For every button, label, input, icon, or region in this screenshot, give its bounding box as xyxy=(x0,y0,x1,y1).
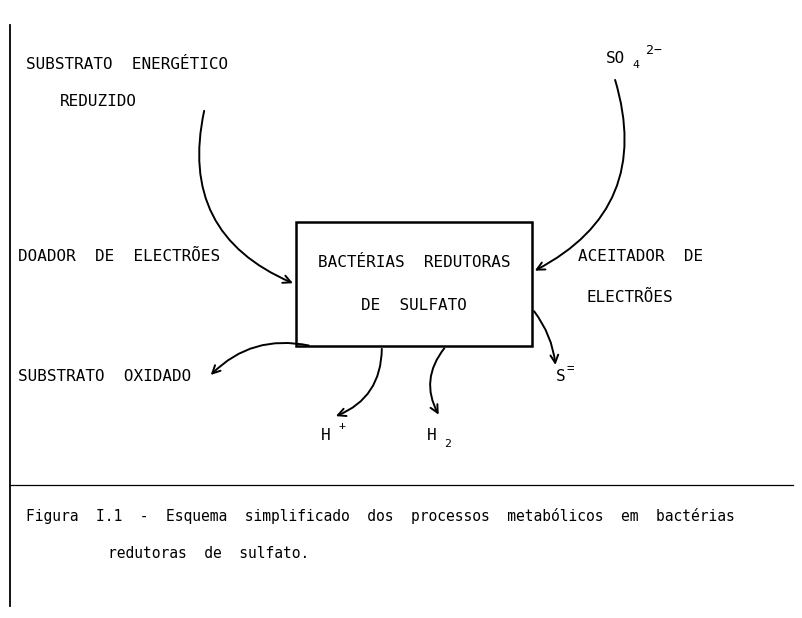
Text: SUBSTRATO  ENERGÉTICO: SUBSTRATO ENERGÉTICO xyxy=(26,57,228,72)
Text: redutoras  de  sulfato.: redutoras de sulfato. xyxy=(108,546,310,561)
Text: 4: 4 xyxy=(631,60,638,70)
Text: DOADOR  DE  ELECTRÕES: DOADOR DE ELECTRÕES xyxy=(18,249,220,264)
Text: SO: SO xyxy=(606,51,625,66)
Text: 2: 2 xyxy=(444,439,451,449)
Text: REDUZIDO: REDUZIDO xyxy=(60,95,137,109)
Text: =: = xyxy=(566,362,573,376)
Text: H: H xyxy=(320,428,330,443)
Text: BACTÉRIAS  REDUTORAS: BACTÉRIAS REDUTORAS xyxy=(318,255,509,270)
Text: Figura  I.1  -  Esquema  simplificado  dos  processos  metabólicos  em  bactéria: Figura I.1 - Esquema simplificado dos pr… xyxy=(26,508,734,524)
Text: ACEITADOR  DE: ACEITADOR DE xyxy=(577,249,703,264)
Text: ELECTRÕES: ELECTRÕES xyxy=(585,290,672,305)
Text: H: H xyxy=(427,428,436,443)
Text: S: S xyxy=(555,370,565,384)
Text: 2−: 2− xyxy=(645,44,661,57)
Bar xyxy=(295,222,532,346)
Text: +: + xyxy=(338,421,346,431)
Text: SUBSTRATO  OXIDADO: SUBSTRATO OXIDADO xyxy=(18,370,191,384)
Text: DE  SULFATO: DE SULFATO xyxy=(361,298,466,313)
